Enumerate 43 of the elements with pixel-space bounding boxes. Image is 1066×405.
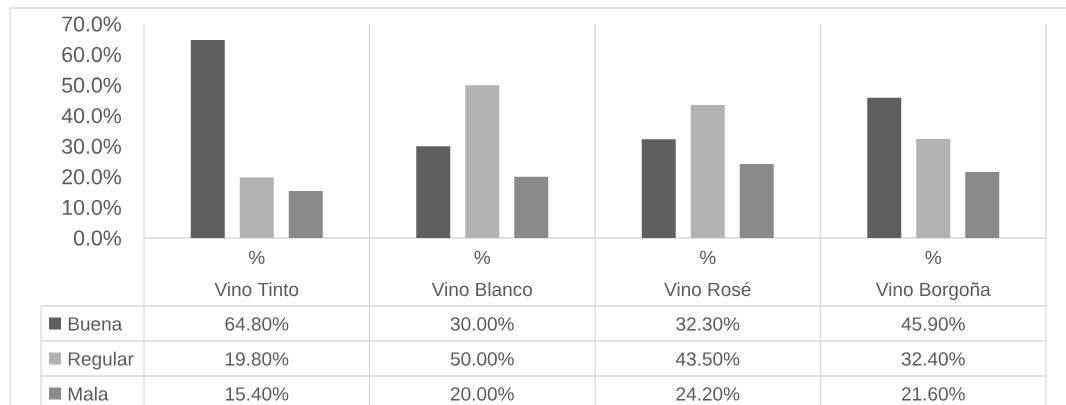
bar — [916, 138, 951, 238]
data-label: 15.40% — [225, 387, 289, 401]
bar — [641, 139, 676, 238]
data-label: 24.20% — [676, 387, 740, 401]
bar — [739, 164, 774, 238]
data-label: 21.60% — [902, 387, 965, 401]
bar — [965, 171, 1000, 238]
bar — [465, 85, 500, 238]
y-tick-label: 70.0% — [62, 16, 121, 32]
bar — [867, 97, 902, 238]
text: % — [925, 250, 942, 265]
legend-label: Mala — [68, 386, 109, 401]
data-label: 20.00% — [451, 387, 514, 401]
y-tick-label: 30.0% — [62, 138, 121, 154]
x-tick-label: Vino Tinto — [214, 282, 299, 297]
y-tick-label: 60.0% — [62, 47, 121, 63]
data-label: 45.90% — [901, 317, 965, 331]
y-tick-label: 0.0% — [73, 230, 121, 246]
y-tick-label: 50.0% — [62, 77, 121, 93]
data-label: 64.80% — [225, 317, 289, 331]
data-label: 19.80% — [225, 352, 289, 366]
data-label: 43.50% — [675, 352, 740, 366]
data-label: 30.00% — [450, 317, 514, 331]
y-tick-label: 10.0% — [62, 199, 121, 215]
text: % — [248, 250, 265, 265]
bar — [416, 146, 451, 238]
y-tick-label: 40.0% — [61, 108, 121, 124]
legend-label: Regular — [68, 351, 134, 370]
bar — [690, 105, 725, 238]
bar — [239, 177, 274, 238]
data-label: 32.30% — [676, 317, 740, 331]
data-label: 50.00% — [450, 352, 514, 366]
x-tick-label: Vino Rosé — [664, 282, 751, 297]
bar — [514, 176, 549, 238]
text: % — [474, 250, 491, 265]
data-label: 32.40% — [901, 352, 965, 366]
y-tick-label: 20.0% — [62, 169, 121, 185]
bar — [190, 39, 225, 238]
legend-label: Buena — [68, 317, 123, 331]
x-tick-label: Vino Borgoña — [875, 282, 991, 300]
x-tick-label: Vino Blanco — [431, 282, 532, 297]
bar — [288, 190, 323, 238]
text: % — [699, 250, 716, 265]
